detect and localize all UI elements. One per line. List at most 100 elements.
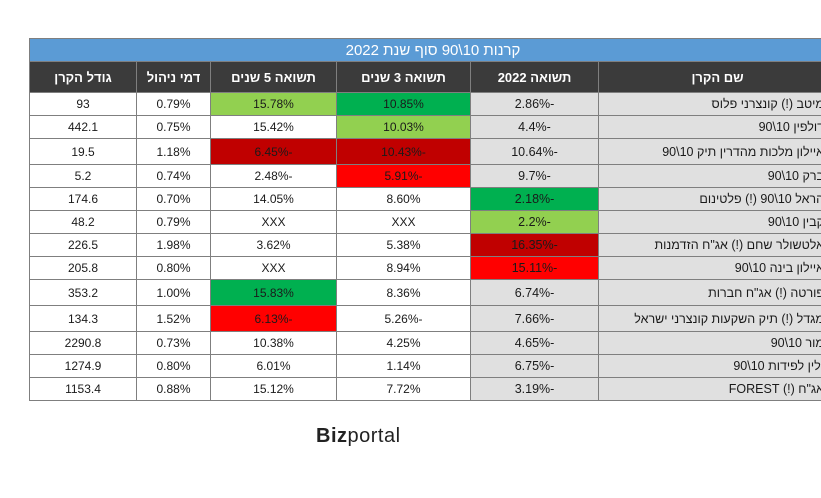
size-cell: 1153.4 xyxy=(28,377,138,401)
size-cell: 48.2 xyxy=(28,210,138,234)
fee-cell: 0.80% xyxy=(136,256,212,280)
return-5y-cell: 10.38% xyxy=(210,331,338,355)
return-2022-cell: -4.4% xyxy=(470,115,600,139)
size-cell: 442.1 xyxy=(28,115,138,139)
table-row: מגדל (!) תיק השקעות קונצרני ישראל -7.66%… xyxy=(28,305,821,332)
return-5y-cell: 15.12% xyxy=(210,377,338,401)
return-2022-cell: -3.19% xyxy=(470,377,600,401)
table-row: מיטב (!) קונצרני פלוס -2.86% 10.85% 15.7… xyxy=(28,92,821,116)
table-row: הראל 10\90 (!) פלטינום -2.18% 8.60% 14.0… xyxy=(28,187,821,211)
table-row: איילון מלכות מהדרין תיק 10\90 -10.64% -1… xyxy=(28,138,821,165)
return-3y-cell: 10.85% xyxy=(336,92,472,116)
size-cell: 93 xyxy=(28,92,138,116)
fee-cell: 0.74% xyxy=(136,164,212,188)
fund-name-cell: מיטב (!) קונצרני פלוס xyxy=(598,92,821,116)
fee-cell: 0.73% xyxy=(136,331,212,355)
header-return-3y: תשואה 3 שנים xyxy=(336,61,472,93)
table-row: מור 10\90 -4.65% 4.25% 10.38% 0.73% 2290… xyxy=(28,331,821,355)
return-5y-cell: 15.42% xyxy=(210,115,338,139)
return-3y-cell: 8.94% xyxy=(336,256,472,280)
return-3y-cell: 1.14% xyxy=(336,354,472,378)
fund-name-cell: מגדל (!) תיק השקעות קונצרני ישראל xyxy=(598,305,821,332)
return-5y-cell: -6.13% xyxy=(210,305,338,332)
fund-name-cell: הראל 10\90 (!) פלטינום xyxy=(598,187,821,211)
fund-name-cell: ברק 10\90 xyxy=(598,164,821,188)
size-cell: 19.5 xyxy=(28,138,138,165)
return-5y-cell: XXX xyxy=(210,210,338,234)
fund-name-cell: אלטשולר שחם (!) אג"ח הזדמנות xyxy=(598,233,821,257)
return-3y-cell: 10.03% xyxy=(336,115,472,139)
bizportal-logo: Bizportal xyxy=(316,424,401,448)
fund-name-cell: אג"ח (!) FOREST xyxy=(598,377,821,401)
fund-name-cell: קבין 10\90 xyxy=(598,210,821,234)
size-cell: 134.3 xyxy=(28,305,138,332)
return-2022-cell: -2.86% xyxy=(470,92,600,116)
return-2022-cell: -10.64% xyxy=(470,138,600,165)
size-cell: 353.2 xyxy=(28,279,138,306)
header-row: שם הקרן תשואה 2022 תשואה 3 שנים תשואה 5 … xyxy=(28,61,821,93)
return-5y-cell: 6.01% xyxy=(210,354,338,378)
size-cell: 226.5 xyxy=(28,233,138,257)
table-row: דולפין 10\90 -4.4% 10.03% 15.42% 0.75% 4… xyxy=(28,115,821,139)
table-row: איילון בינה 10\90 -15.11% 8.94% XXX 0.80… xyxy=(28,256,821,280)
logo-portal-text: portal xyxy=(347,425,401,447)
return-3y-cell: -10.43% xyxy=(336,138,472,165)
return-3y-cell: XXX xyxy=(336,210,472,234)
size-cell: 5.2 xyxy=(28,164,138,188)
header-return-5y: תשואה 5 שנים xyxy=(210,61,338,93)
header-fund-name: שם הקרן xyxy=(598,61,821,93)
return-2022-cell: -2.18% xyxy=(470,187,600,211)
fund-name-cell: איילון מלכות מהדרין תיק 10\90 xyxy=(598,138,821,165)
return-5y-cell: -6.45% xyxy=(210,138,338,165)
fee-cell: 0.88% xyxy=(136,377,212,401)
logo-biz-text: Biz xyxy=(316,425,348,447)
return-5y-cell: 14.05% xyxy=(210,187,338,211)
return-2022-cell: -2.2% xyxy=(470,210,600,234)
return-2022-cell: -16.35% xyxy=(470,233,600,257)
table-row: אלטשולר שחם (!) אג"ח הזדמנות -16.35% 5.3… xyxy=(28,233,821,257)
return-5y-cell: 15.78% xyxy=(210,92,338,116)
header-fund-size: גודל הקרן xyxy=(28,61,138,93)
fee-cell: 0.79% xyxy=(136,92,212,116)
return-5y-cell: XXX xyxy=(210,256,338,280)
fund-name-cell: דולפין 10\90 xyxy=(598,115,821,139)
fee-cell: 0.80% xyxy=(136,354,212,378)
return-3y-cell: 8.36% xyxy=(336,279,472,306)
return-5y-cell: 15.83% xyxy=(210,279,338,306)
return-2022-cell: -9.7% xyxy=(470,164,600,188)
return-3y-cell: 7.72% xyxy=(336,377,472,401)
return-2022-cell: -6.74% xyxy=(470,279,600,306)
fund-name-cell: ילין לפידות 10\90 xyxy=(598,354,821,378)
fee-cell: 1.52% xyxy=(136,305,212,332)
fee-cell: 0.75% xyxy=(136,115,212,139)
table-row: ילין לפידות 10\90 -6.75% 1.14% 6.01% 0.8… xyxy=(28,354,821,378)
size-cell: 2290.8 xyxy=(28,331,138,355)
table-row: אג"ח (!) FOREST -3.19% 7.72% 15.12% 0.88… xyxy=(28,377,821,401)
header-management-fee: דמי ניהול xyxy=(136,61,212,93)
table-row: פורטה (!) אג"ח חברות -6.74% 8.36% 15.83%… xyxy=(28,279,821,306)
fee-cell: 0.70% xyxy=(136,187,212,211)
return-3y-cell: 4.25% xyxy=(336,331,472,355)
size-cell: 1274.9 xyxy=(28,354,138,378)
table-row: ברק 10\90 -9.7% -5.91% -2.48% 0.74% 5.2 xyxy=(28,164,821,188)
funds-table: קרנות 10\90 סוף שנת 2022 שם הקרן תשואה 2… xyxy=(28,38,821,401)
fund-name-cell: איילון בינה 10\90 xyxy=(598,256,821,280)
return-2022-cell: -6.75% xyxy=(470,354,600,378)
header-return-2022: תשואה 2022 xyxy=(470,61,600,93)
return-3y-cell: 8.60% xyxy=(336,187,472,211)
return-2022-cell: -4.65% xyxy=(470,331,600,355)
fund-name-cell: פורטה (!) אג"ח חברות xyxy=(598,279,821,306)
return-5y-cell: 3.62% xyxy=(210,233,338,257)
return-5y-cell: -2.48% xyxy=(210,164,338,188)
fee-cell: 1.18% xyxy=(136,138,212,165)
return-3y-cell: 5.38% xyxy=(336,233,472,257)
table-row: קבין 10\90 -2.2% XXX XXX 0.79% 48.2 xyxy=(28,210,821,234)
table-title: קרנות 10\90 סוף שנת 2022 xyxy=(28,38,821,62)
fee-cell: 1.00% xyxy=(136,279,212,306)
fee-cell: 1.98% xyxy=(136,233,212,257)
return-3y-cell: -5.91% xyxy=(336,164,472,188)
fund-name-cell: מור 10\90 xyxy=(598,331,821,355)
return-2022-cell: -15.11% xyxy=(470,256,600,280)
return-3y-cell: -5.26% xyxy=(336,305,472,332)
fee-cell: 0.79% xyxy=(136,210,212,234)
